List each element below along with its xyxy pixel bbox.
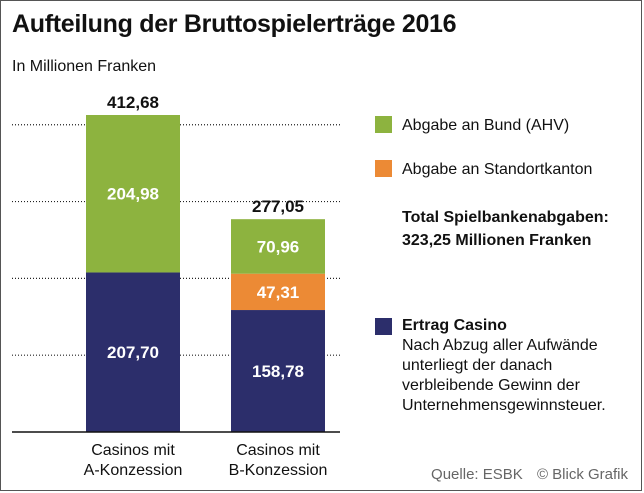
source-note: Quelle: ESBK © Blick Grafik [421, 466, 628, 483]
legend-desc-line2: unterliegt der danach [402, 357, 553, 374]
total-levies-line2: 323,25 Millionen Franken [402, 232, 592, 249]
bar-segment-0-0 [86, 272, 180, 432]
category-label-1-0: Casinos mit [236, 442, 320, 459]
bar-value-label-1-0: 158,78 [252, 362, 304, 381]
bar-segment-1-2 [231, 219, 325, 274]
legend-label-casino: Ertrag Casino [402, 317, 507, 334]
bar-value-label-0-0: 207,70 [107, 343, 159, 362]
total-levies: Total Spielbankenabgaben: 323,25 Million… [402, 206, 609, 252]
legend-desc-line3: verbleibende Gewinn der [402, 377, 580, 394]
bar-segment-1-1 [231, 273, 325, 311]
legend-swatch-bund [375, 116, 392, 133]
legend-desc-line4: Unternehmensgewinnsteuer. [402, 397, 606, 414]
bar-value-label-1-1: 47,31 [257, 283, 300, 302]
chart-title: Aufteilung der Bruttospielerträge 2016 [12, 10, 457, 38]
bar-value-label-1-2: 70,96 [257, 237, 300, 256]
source-credit: © Blick Grafik [536, 466, 628, 483]
legend-swatch-kanton [375, 160, 392, 177]
category-label-1-1: B-Konzession [229, 462, 328, 479]
bar-total-label-1: 277,05 [252, 197, 304, 216]
legend-item-bund: Abgabe an Bund (AHV) [375, 116, 569, 136]
legend-item-kanton: Abgabe an Standortkanton [375, 160, 592, 180]
bar-total-label-0: 412,68 [107, 93, 159, 112]
legend-swatch-casino [375, 317, 392, 335]
legend-item-casino: Ertrag Casino Nach Abzug aller Aufwände … [375, 316, 606, 416]
legend-desc-line1: Nach Abzug aller Aufwände [402, 337, 598, 354]
chart-subtitle: In Millionen Franken [12, 58, 157, 75]
bar-segment-0-2 [86, 115, 180, 273]
legend-label-kanton: Abgabe an Standortkanton [402, 161, 593, 178]
source-text: Quelle: ESBK [431, 466, 523, 483]
legend-label-bund: Abgabe an Bund (AHV) [402, 117, 570, 134]
bar-value-label-0-2: 204,98 [107, 185, 159, 204]
category-label-0-0: Casinos mit [91, 442, 175, 459]
total-levies-line1: Total Spielbankenabgaben: [402, 209, 609, 226]
bar-segment-1-0 [231, 310, 325, 432]
category-label-0-1: A-Konzession [84, 462, 183, 479]
